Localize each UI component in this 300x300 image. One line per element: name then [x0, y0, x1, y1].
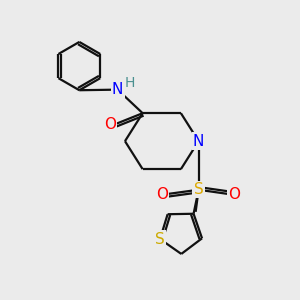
Text: S: S	[155, 232, 165, 247]
Text: N: N	[193, 134, 204, 149]
Text: H: H	[125, 76, 135, 90]
Text: S: S	[194, 182, 203, 197]
Text: O: O	[228, 187, 240, 202]
Text: O: O	[104, 118, 116, 133]
Text: N: N	[112, 82, 123, 97]
Text: O: O	[156, 187, 168, 202]
